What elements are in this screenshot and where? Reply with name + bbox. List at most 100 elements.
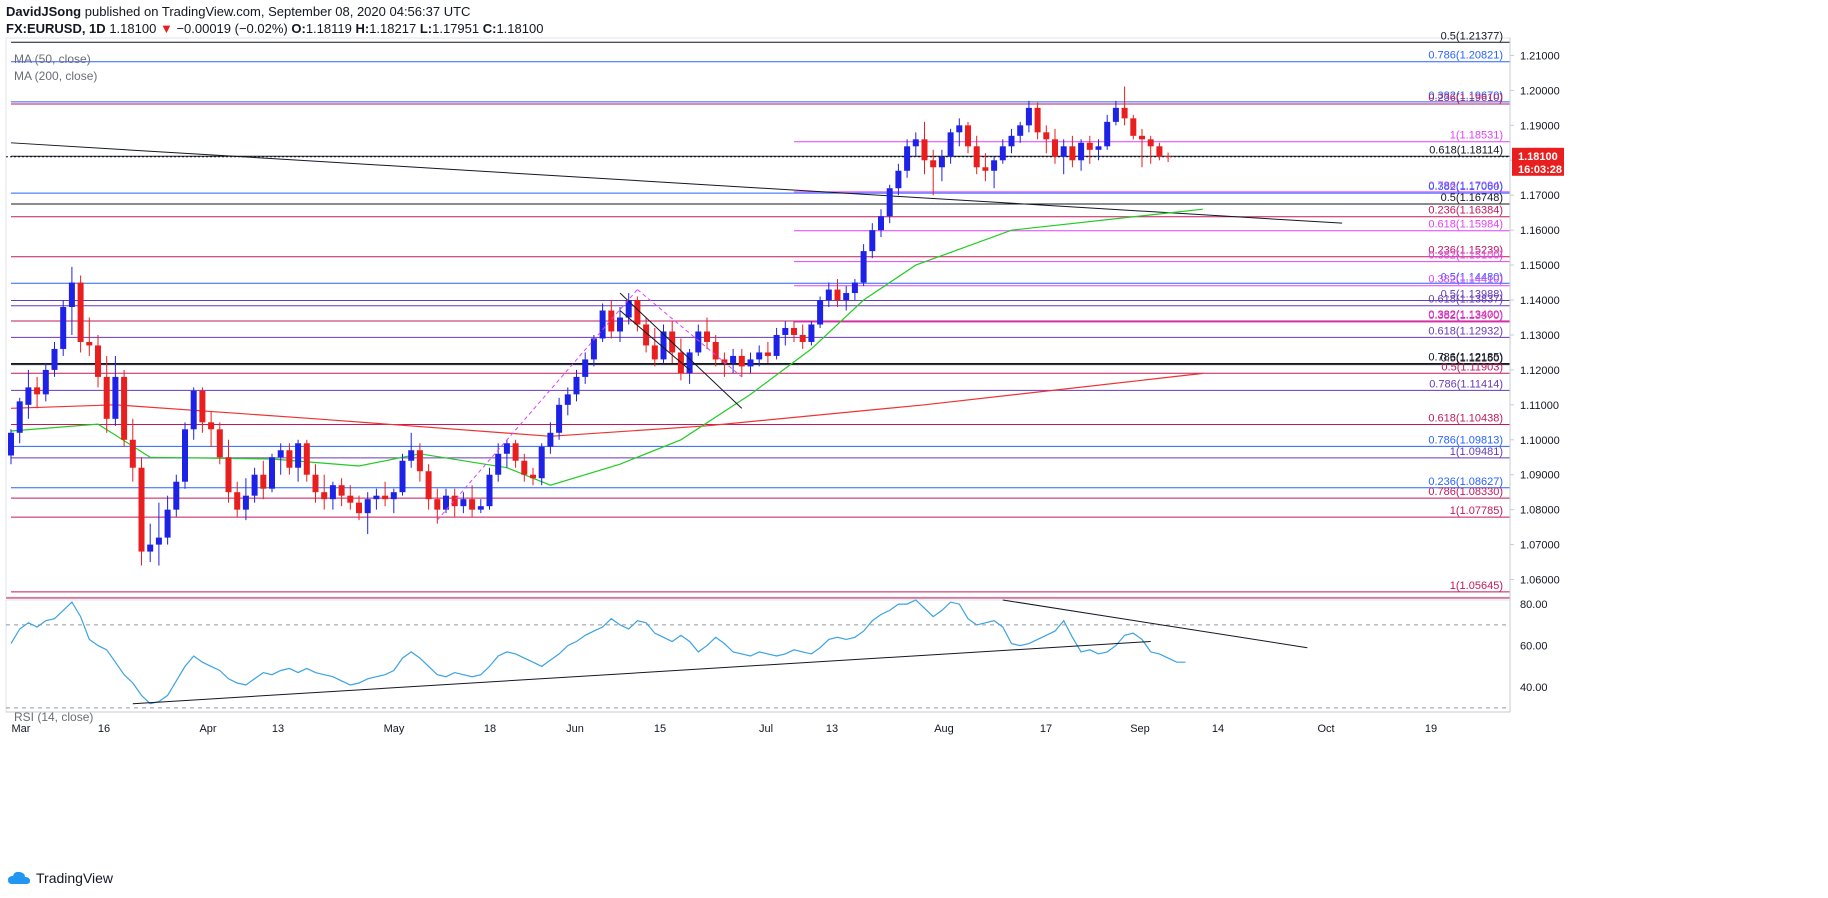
candle[interactable] (86, 317, 93, 356)
rsi-legend[interactable]: RSI (14, close) (14, 710, 93, 724)
candle[interactable] (938, 149, 945, 182)
candle[interactable] (764, 341, 771, 363)
candle[interactable] (495, 443, 502, 482)
candle[interactable] (747, 352, 754, 374)
candle[interactable] (756, 345, 763, 367)
candle[interactable] (860, 244, 867, 287)
candle[interactable] (530, 467, 536, 486)
candle[interactable] (921, 121, 928, 175)
candle[interactable] (982, 153, 989, 182)
candle[interactable] (277, 443, 284, 475)
candle[interactable] (164, 495, 171, 545)
candle[interactable] (68, 266, 75, 335)
candle[interactable] (408, 432, 415, 468)
candle[interactable] (834, 279, 841, 308)
candle[interactable] (321, 474, 328, 510)
candle[interactable] (155, 502, 162, 566)
symbol-label[interactable]: FX:EURUSD, 1D (6, 21, 106, 36)
candle[interactable] (451, 488, 458, 517)
candle[interactable] (1095, 139, 1102, 161)
candle[interactable] (973, 135, 980, 175)
candle[interactable] (112, 355, 119, 426)
candle[interactable] (547, 422, 554, 454)
candle[interactable] (582, 352, 589, 384)
candle[interactable] (947, 128, 954, 164)
candle[interactable] (1104, 114, 1111, 150)
candle[interactable] (1156, 142, 1163, 161)
candle[interactable] (538, 443, 545, 486)
candle[interactable] (469, 485, 476, 517)
candle[interactable] (1165, 152, 1172, 163)
candle[interactable] (190, 387, 197, 440)
candle[interactable] (799, 324, 806, 349)
candle[interactable] (182, 422, 188, 489)
rsi-trend-line[interactable] (1002, 599, 1308, 649)
author-name[interactable]: DavidJSong (6, 4, 82, 19)
candle[interactable] (390, 488, 397, 514)
candle[interactable] (721, 352, 728, 377)
candle[interactable] (173, 474, 180, 517)
candle[interactable] (503, 439, 510, 468)
candle[interactable] (225, 439, 232, 503)
candle[interactable] (843, 286, 850, 311)
candle[interactable] (773, 327, 780, 360)
candle[interactable] (895, 163, 902, 196)
candle[interactable] (651, 327, 658, 367)
candle[interactable] (443, 488, 449, 514)
candle[interactable] (382, 481, 389, 507)
candle[interactable] (851, 279, 858, 301)
trend-line[interactable] (10, 142, 1343, 224)
candle[interactable] (730, 348, 737, 374)
candle[interactable] (460, 492, 467, 514)
candle[interactable] (808, 320, 815, 346)
candle[interactable] (556, 397, 563, 440)
candle[interactable] (121, 369, 128, 447)
candle[interactable] (338, 478, 345, 507)
candle[interactable] (1086, 135, 1093, 164)
candle[interactable] (738, 348, 745, 377)
candle[interactable] (486, 467, 493, 510)
candle[interactable] (1052, 128, 1058, 164)
candle[interactable] (147, 523, 154, 563)
candle[interactable] (1130, 114, 1137, 140)
candle[interactable] (416, 443, 423, 482)
candle[interactable] (60, 300, 67, 356)
candle[interactable] (660, 324, 667, 363)
axes[interactable]: 1.210001.200001.190001.180001.170001.160… (6, 38, 1564, 735)
candle[interactable] (103, 355, 110, 433)
candle[interactable] (704, 317, 710, 349)
candle[interactable] (8, 429, 14, 465)
candle[interactable] (295, 439, 302, 482)
candle[interactable] (625, 293, 632, 325)
candle[interactable] (312, 464, 319, 503)
candle[interactable] (77, 275, 84, 353)
candle[interactable] (356, 495, 362, 521)
candle[interactable] (51, 341, 58, 377)
candle[interactable] (242, 478, 249, 521)
candle[interactable] (965, 121, 971, 154)
candle[interactable] (1147, 135, 1154, 164)
candle[interactable] (199, 387, 206, 433)
candle[interactable] (234, 481, 241, 517)
candle[interactable] (95, 334, 101, 388)
candle[interactable] (303, 439, 310, 482)
candle[interactable] (425, 464, 432, 510)
rsi-trend-line[interactable] (132, 640, 1151, 705)
candle[interactable] (878, 209, 884, 238)
candle[interactable] (521, 453, 528, 482)
candle[interactable] (573, 369, 580, 402)
candle[interactable] (886, 184, 893, 224)
candle[interactable] (991, 156, 998, 189)
candle[interactable] (904, 139, 911, 178)
candle[interactable] (138, 457, 145, 566)
candle[interactable] (1060, 139, 1067, 175)
candle[interactable] (599, 303, 606, 342)
candle[interactable] (399, 453, 406, 496)
candle[interactable] (260, 460, 267, 500)
candle[interactable] (686, 348, 693, 384)
ma200-legend[interactable]: MA (200, close) (14, 69, 97, 83)
candle[interactable] (251, 467, 258, 503)
candle[interactable] (286, 443, 293, 475)
candle[interactable] (869, 223, 876, 259)
